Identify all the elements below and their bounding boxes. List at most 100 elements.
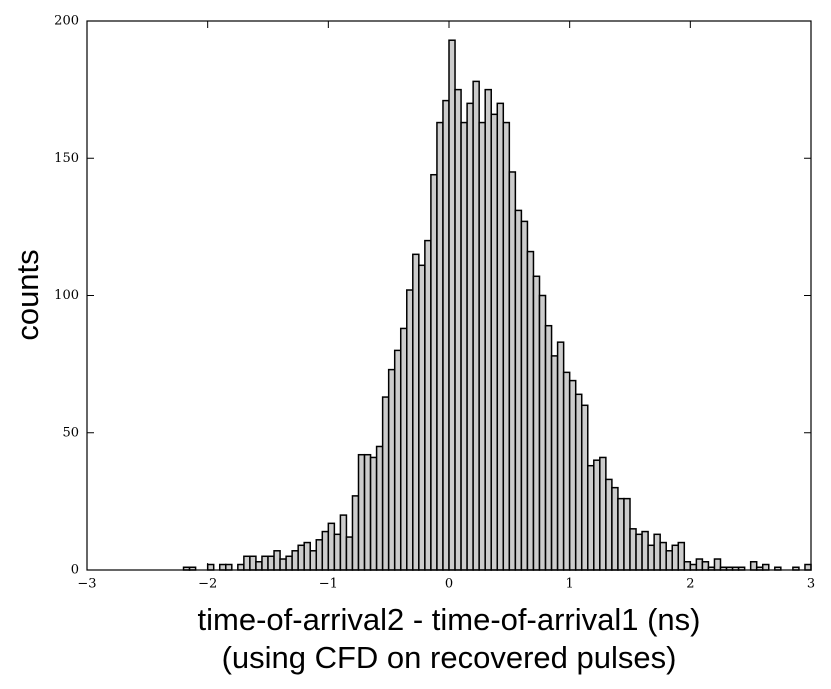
bar — [580, 404, 589, 571]
bar — [701, 561, 710, 571]
bar — [406, 289, 414, 571]
bar — [454, 88, 462, 571]
bar — [237, 563, 245, 571]
bar — [593, 459, 601, 571]
bar — [599, 456, 607, 571]
bar — [357, 453, 366, 571]
bar — [291, 550, 299, 571]
bar — [315, 539, 324, 571]
bar — [303, 541, 311, 571]
y-tick-label: 200 — [54, 14, 79, 29]
bar — [647, 544, 655, 571]
bar — [526, 250, 535, 571]
bar — [393, 349, 402, 571]
bar — [243, 555, 251, 571]
bar — [381, 396, 390, 571]
bar — [484, 88, 492, 571]
bar — [436, 121, 444, 571]
bar — [218, 563, 227, 571]
bar — [653, 533, 661, 571]
bar — [351, 495, 360, 571]
bar — [671, 544, 680, 571]
x-tick-label: 2 — [686, 577, 694, 592]
bar — [635, 533, 643, 571]
bar — [556, 341, 565, 571]
bar — [327, 522, 336, 571]
bar — [568, 379, 577, 571]
x-axis-label: (using CFD on recovered pulses) — [222, 640, 677, 675]
bar — [333, 533, 342, 571]
bar — [363, 453, 372, 571]
x-tick-label: −2 — [198, 577, 217, 592]
bar — [761, 563, 770, 571]
bar — [279, 558, 287, 571]
bar — [490, 113, 499, 571]
bar — [345, 536, 354, 571]
bar — [460, 121, 468, 571]
bar — [605, 478, 613, 571]
bar — [225, 563, 233, 571]
bar — [285, 555, 293, 571]
bar — [538, 294, 547, 571]
y-tick-label: 0 — [71, 563, 79, 578]
bar — [206, 563, 215, 571]
bar — [448, 39, 456, 571]
bar — [677, 541, 686, 571]
bar — [375, 445, 384, 571]
bar — [424, 239, 432, 571]
bar — [804, 563, 812, 571]
bar — [749, 561, 758, 571]
bar — [514, 209, 523, 571]
bar — [478, 121, 486, 571]
x-axis-label: time-of-arrival2 - time-of-arrival1 (ns) — [198, 602, 701, 637]
bar — [665, 550, 673, 571]
y-tick-label: 100 — [54, 288, 79, 303]
y-axis-label: counts — [10, 249, 45, 340]
x-tick-label: 0 — [445, 577, 453, 592]
bar — [587, 464, 595, 571]
bar — [261, 555, 269, 571]
bar — [544, 324, 553, 571]
bar — [617, 497, 625, 571]
x-tick-label: −3 — [77, 577, 96, 592]
bar — [387, 368, 396, 571]
bar — [442, 99, 450, 571]
y-tick-label: 50 — [62, 425, 79, 440]
bar — [629, 528, 637, 571]
bar — [472, 80, 480, 571]
bar — [339, 514, 348, 571]
x-tick-label: 3 — [807, 577, 815, 592]
x-tick-label: 1 — [566, 577, 574, 592]
bar — [659, 541, 667, 571]
bar — [502, 121, 511, 571]
bar — [369, 456, 378, 571]
bar — [321, 530, 330, 571]
y-tick-label: 150 — [54, 151, 79, 166]
bar — [309, 550, 318, 571]
bar — [273, 550, 281, 571]
bar — [574, 393, 583, 571]
bar — [418, 264, 426, 571]
bar — [430, 173, 438, 571]
bar — [532, 275, 541, 571]
bar — [399, 327, 408, 571]
bar — [550, 355, 559, 571]
bar — [466, 102, 474, 571]
bar — [713, 558, 722, 571]
bar — [611, 486, 619, 571]
bar — [520, 220, 529, 571]
bar — [255, 561, 263, 571]
bar — [562, 371, 571, 571]
bar — [695, 558, 704, 571]
bar — [508, 171, 517, 571]
bar — [267, 555, 275, 571]
bar — [683, 561, 692, 571]
bar — [689, 563, 698, 571]
bar — [297, 544, 305, 571]
bar — [249, 555, 257, 571]
bar — [641, 530, 649, 571]
x-tick-label: −1 — [319, 577, 338, 592]
bar — [412, 253, 420, 571]
bar — [623, 497, 631, 571]
bar — [496, 102, 505, 571]
